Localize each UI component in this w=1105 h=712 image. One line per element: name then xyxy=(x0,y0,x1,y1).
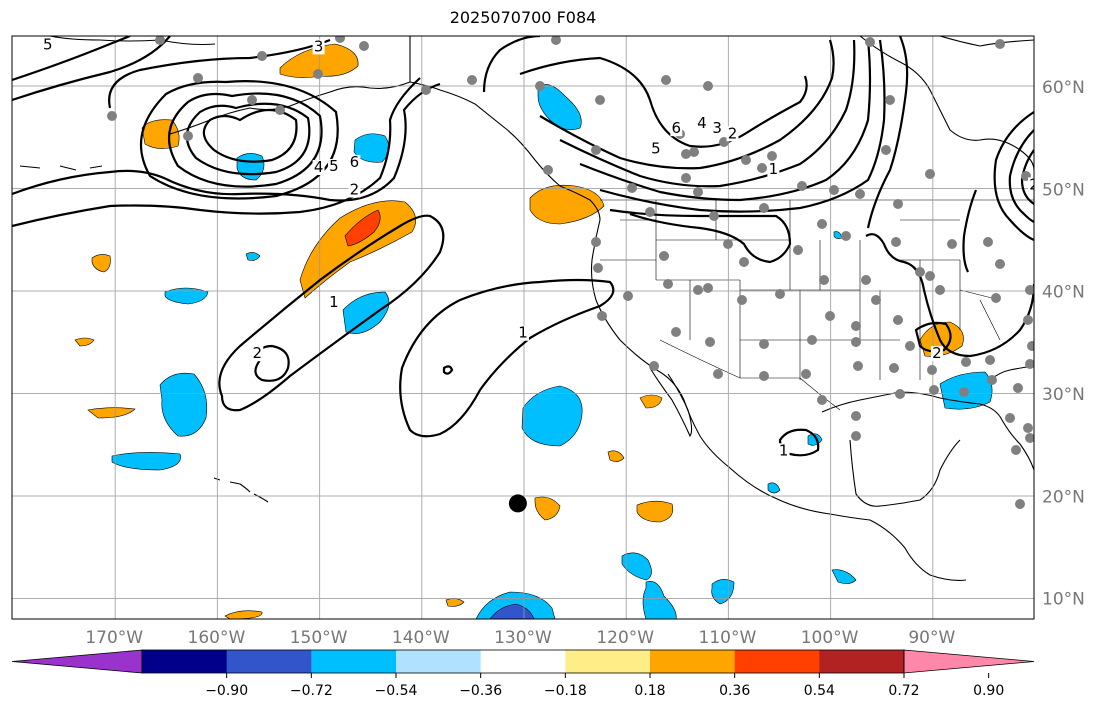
contour-label-bg xyxy=(670,121,683,137)
colorbar-tick-label: 0.72 xyxy=(888,683,919,699)
map-title: 2025070700 F084 xyxy=(449,8,597,27)
colorbar-outline xyxy=(141,649,905,674)
colorbar-tick-label: −0.36 xyxy=(459,683,502,699)
contour-value-label: 1 xyxy=(769,160,779,178)
longitude-tick-label: 150°W xyxy=(290,628,348,648)
colorbar-tick-label: 0.90 xyxy=(973,683,1004,699)
contour-value-label: 2 xyxy=(728,124,738,142)
contour-value-label: 1 xyxy=(518,324,528,342)
contour-value-label: 6 xyxy=(350,153,360,171)
colorbar-high-extend xyxy=(903,649,1035,674)
colorbar-segment xyxy=(396,650,482,673)
latitude-tick-label: 40°N xyxy=(1042,283,1085,303)
colorbar-tick-label: 0.54 xyxy=(804,683,835,699)
longitude-tick-label: 100°W xyxy=(801,628,859,648)
colorbar-low-extend xyxy=(11,649,143,674)
colorbar-segment xyxy=(734,650,820,673)
contour-label-bg xyxy=(251,346,264,362)
colorbar: −0.90 −0.72 −0.54 −0.36 −0.18 0.18 0.36 0.54 0.7… xyxy=(11,649,1035,699)
storm-center-marker xyxy=(508,494,527,513)
latitude-tick-label: 60°N xyxy=(1042,78,1085,98)
contour-label-bg xyxy=(649,141,662,157)
contour-value-label: 6 xyxy=(672,119,682,137)
contour-label-bg xyxy=(41,37,54,53)
contour-value-label: 1 xyxy=(779,441,789,459)
contour-label-bg xyxy=(930,346,943,362)
contour-label-bg xyxy=(1028,177,1034,193)
contour-value-label: 4 xyxy=(314,158,324,176)
contour-label-bg xyxy=(711,121,724,137)
colorbar-segment xyxy=(226,650,312,673)
longitude-tick-label: 160°W xyxy=(188,628,246,648)
latitude-tick-label: 50°N xyxy=(1042,180,1085,200)
contour-value-label: 1 xyxy=(329,293,339,311)
contour-label-bg xyxy=(348,154,361,170)
contour-value-label: 5 xyxy=(651,140,661,158)
latitude-labels: 10°N 20°N 30°N 40°N 50°N 60°N xyxy=(1042,78,1085,609)
contour-value-label: 5 xyxy=(43,35,53,53)
station-dots xyxy=(107,36,1034,509)
colorbar-segment xyxy=(565,650,651,673)
contour-value-label: 2 xyxy=(932,344,942,362)
longitude-tick-label: 120°W xyxy=(596,628,654,648)
colorbar-tick-label: −0.90 xyxy=(205,683,248,699)
longitude-tick-label: 140°W xyxy=(392,628,450,648)
contour-label-bg xyxy=(312,160,325,176)
colorbar-segment xyxy=(480,650,566,673)
longitude-tick-label: 90°W xyxy=(908,628,955,648)
contour-value-label: 2 xyxy=(1029,175,1039,193)
latitude-tick-label: 20°N xyxy=(1042,487,1085,507)
longitude-labels: 170°W 160°W 150°W 140°W 130°W 120°W 110°W 100°W… xyxy=(85,628,955,648)
colorbar-segment xyxy=(311,650,397,673)
longitude-tick-label: 110°W xyxy=(699,628,757,648)
contour-label-bg xyxy=(312,39,325,55)
longitude-tick-label: 130°W xyxy=(494,628,552,648)
contour-value-label: 4 xyxy=(697,114,707,132)
latitude-tick-label: 10°N xyxy=(1042,590,1085,610)
contour-label-bg xyxy=(517,325,529,341)
colorbar-tick-label: 0.36 xyxy=(719,683,750,699)
latitude-tick-label: 30°N xyxy=(1042,385,1085,405)
contour-label-bg xyxy=(777,443,790,459)
colorbar-tick-label: −0.72 xyxy=(290,683,333,699)
contour-value-label: 3 xyxy=(314,37,324,55)
contour-value-label: 5 xyxy=(329,157,339,175)
colorbar-tick-label: 0.18 xyxy=(634,683,665,699)
colorbar-tick-label: −0.54 xyxy=(375,683,418,699)
contour-value-label: 3 xyxy=(712,119,722,137)
longitude-tick-label: 170°W xyxy=(85,628,143,648)
colorbar-segment xyxy=(650,650,736,673)
shaded-anomalies xyxy=(74,43,993,619)
contour-label-bg xyxy=(726,126,739,142)
contour-label-bg xyxy=(348,182,361,198)
contour-label-bg xyxy=(327,295,340,311)
colorbar-tick-label: −0.18 xyxy=(544,683,587,699)
contour-label-bg xyxy=(695,116,708,132)
contour-value-label: 2 xyxy=(253,344,263,362)
contour-lines xyxy=(12,36,1034,457)
contour-label-bg xyxy=(767,162,780,178)
contour-value-label: 2 xyxy=(350,181,360,199)
colorbar-segment xyxy=(142,650,228,673)
contour-label-bg xyxy=(327,159,340,175)
colorbar-segment xyxy=(819,650,905,673)
